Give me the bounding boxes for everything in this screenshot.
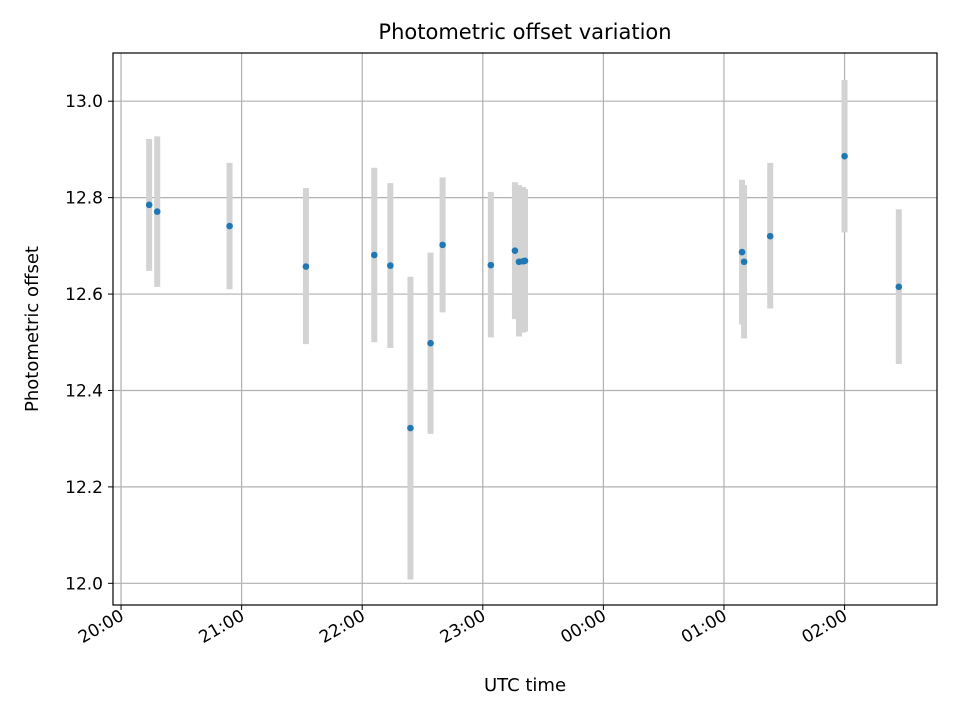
data-point (427, 339, 434, 347)
y-tick-label: 12.4 (65, 381, 103, 401)
data-point (407, 424, 414, 432)
data-point (895, 283, 903, 291)
data-points (145, 152, 903, 432)
x-tick-label: 02:00 (799, 606, 851, 648)
data-point (370, 251, 378, 259)
x-tick-label: 01:00 (678, 606, 730, 648)
data-point (841, 152, 848, 160)
data-point (521, 257, 529, 265)
data-point (145, 201, 153, 209)
plot-area-frame (112, 52, 938, 606)
y-axis-label: Photometric offset (22, 246, 43, 412)
x-axis-label: UTC time (484, 675, 566, 696)
data-point (387, 262, 394, 269)
x-tick-label: 00:00 (557, 606, 609, 648)
chart-title: Photometric offset variation (378, 20, 671, 44)
y-tick-label: 12.8 (65, 189, 103, 209)
data-point (740, 258, 748, 266)
data-point (766, 232, 774, 240)
y-tick-label: 12.6 (65, 285, 103, 305)
data-point (487, 261, 495, 269)
data-point (738, 248, 746, 256)
x-tick-label: 21:00 (196, 606, 248, 648)
x-tick-label: 22:00 (316, 606, 368, 648)
x-tick-label: 23:00 (437, 606, 489, 648)
data-point (153, 208, 161, 215)
error-bars (146, 79, 902, 580)
axis-ticks: 12.0 12.2 12.4 12.6 12.8 13.0 20:00 21:00 22:00 2… (65, 92, 851, 648)
data-point (302, 263, 310, 270)
data-point (439, 241, 446, 249)
data-point (511, 247, 519, 254)
y-tick-label: 13.0 (65, 92, 103, 112)
y-tick-label: 12.0 (65, 574, 103, 594)
x-tick-label: 20:00 (75, 606, 127, 648)
y-tick-label: 12.2 (65, 478, 103, 498)
data-point (226, 222, 233, 230)
